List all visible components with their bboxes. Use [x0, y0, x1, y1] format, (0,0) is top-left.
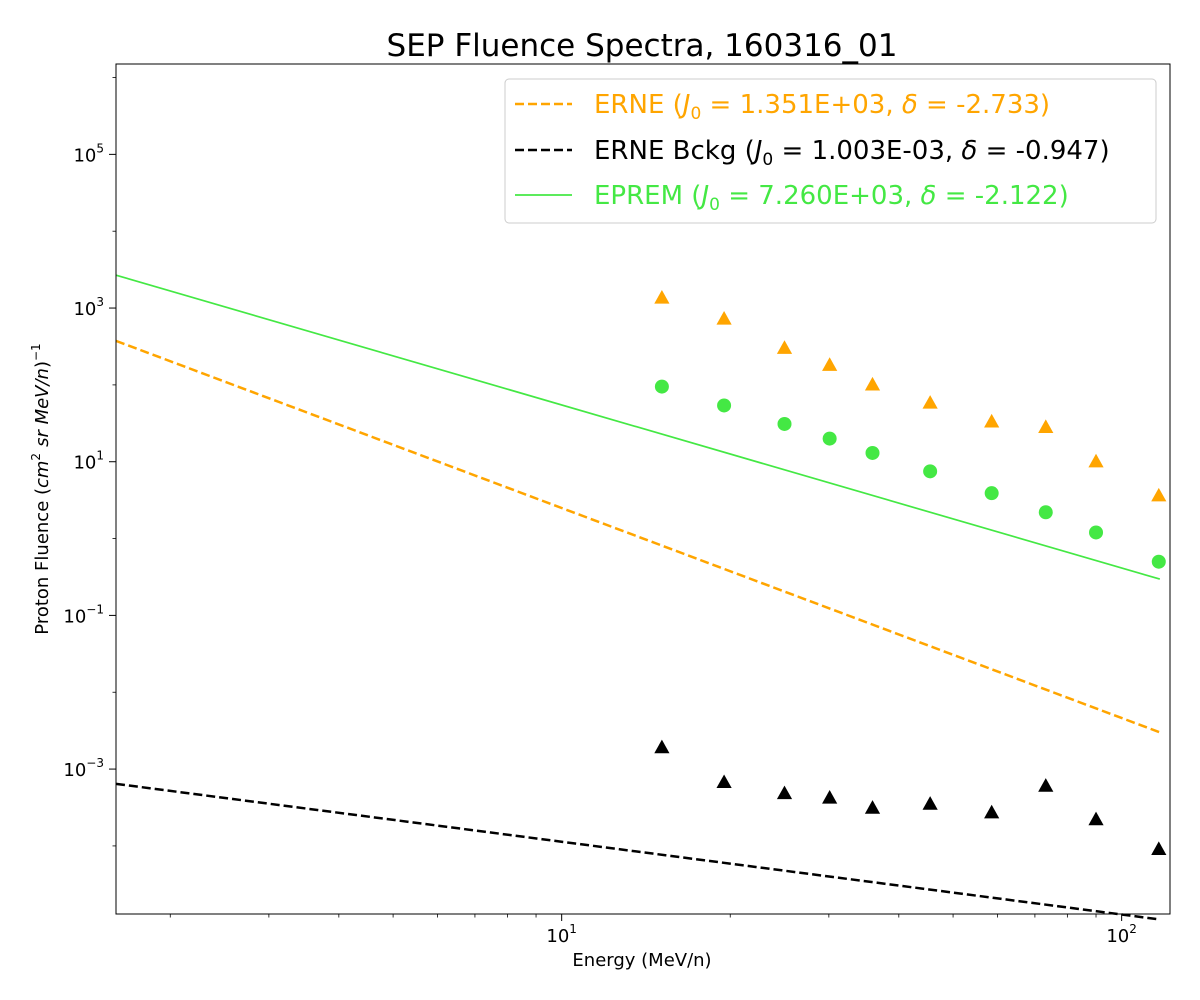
y-tick-label-1: 10−1	[63, 602, 104, 627]
marker-erne-3	[822, 357, 838, 371]
marker-erne-bckg-0	[654, 739, 670, 754]
y-tick-label-2-base: 10	[73, 453, 96, 474]
marker-erne-bckg-8	[1088, 811, 1104, 826]
x-tick-label-0-exp: 1	[569, 922, 577, 936]
fit-line-eprem	[115, 274, 1161, 580]
y-tick-label-1-base: 10	[63, 606, 86, 627]
legend-label-delta: δ	[902, 90, 918, 120]
y-tick-label-3: 103	[73, 295, 104, 320]
legend-label-erne: ERNE (J0 = 1.351E+03, δ = -2.733)	[594, 90, 1050, 124]
y-tick-label-3-base: 10	[73, 299, 96, 320]
legend-label-pre: ERNE (	[594, 90, 683, 120]
legend-label-sub: 0	[762, 150, 773, 170]
y-axis-label-exp: −1	[29, 343, 43, 361]
marker-erne-6	[984, 413, 1000, 428]
legend-label-post: = -2.122)	[936, 181, 1068, 211]
marker-erne-9	[1151, 487, 1167, 502]
legend-label-mid: = 7.260E+03,	[720, 181, 921, 211]
marker-erne-0	[654, 290, 670, 304]
data-markers	[654, 290, 1167, 856]
x-tick-label-1: 102	[1106, 922, 1137, 947]
y-axis-label-prefix: Proton Fluence (	[32, 488, 53, 635]
legend-label-mid: = 1.351E+03,	[701, 90, 902, 120]
marker-eprem-2	[777, 416, 792, 431]
legend-label-mid: = 1.003E-03,	[773, 136, 961, 166]
legend-box	[504, 78, 1157, 224]
marker-erne-bckg-2	[776, 785, 793, 800]
legend: ERNE (J0 = 1.351E+03, δ = -2.733) ERNE Bc…	[504, 78, 1157, 224]
marker-erne-bckg-3	[822, 790, 838, 804]
y-axis-label: Proton Fluence (cm2 sr MeV/n)−1	[29, 343, 53, 634]
marker-erne-8	[1088, 453, 1104, 468]
marker-erne-1	[716, 311, 732, 325]
x-axis-label: Energy (MeV/n)	[572, 950, 711, 971]
y-tick-label-2: 101	[73, 449, 104, 474]
legend-label-post: = -2.733)	[918, 90, 1050, 120]
marker-eprem-1	[717, 398, 732, 413]
legend-label-delta: δ	[921, 181, 937, 211]
marker-eprem-4	[865, 445, 880, 460]
y-tick-label-4-exp: 5	[96, 141, 104, 155]
marker-erne-bckg-6	[984, 804, 1000, 819]
fit-line-erne	[115, 339, 1161, 734]
marker-erne-bckg-9	[1151, 841, 1167, 856]
plot-area	[115, 274, 1167, 921]
marker-erne-4	[864, 376, 881, 391]
legend-label-delta: δ	[961, 136, 977, 166]
marker-erne-7	[1038, 419, 1054, 433]
marker-eprem-3	[822, 431, 837, 446]
fit-line-erne-bckg	[115, 782, 1160, 921]
marker-eprem-5	[923, 464, 938, 479]
marker-erne-5	[922, 395, 938, 409]
marker-erne-bckg-5	[922, 796, 938, 810]
y-axis-label-close: )	[32, 361, 53, 368]
legend-label-eprem: EPREM (J0 = 7.260E+03, δ = -2.122)	[594, 181, 1069, 215]
marker-eprem-8	[1089, 525, 1104, 540]
x-axis: 101 102	[169, 914, 1137, 947]
marker-eprem-0	[654, 379, 669, 394]
legend-label-pre: ERNE Bckg (	[594, 136, 755, 166]
y-tick-label-3-exp: 3	[96, 295, 104, 309]
marker-erne-2	[776, 340, 793, 354]
y-tick-label-2-exp: 1	[96, 449, 104, 463]
marker-erne-bckg-7	[1038, 778, 1054, 792]
x-tick-label-0-base: 10	[546, 926, 569, 947]
legend-label-erne-bckg: ERNE Bckg (J0 = 1.003E-03, δ = -0.947)	[594, 136, 1110, 170]
marker-eprem-6	[984, 486, 999, 501]
marker-erne-bckg-1	[716, 774, 732, 789]
legend-label-sub: 0	[690, 104, 701, 124]
y-tick-label-4-base: 10	[73, 145, 96, 166]
legend-label-sub: 0	[709, 195, 720, 215]
legend-label-pre: EPREM (	[594, 181, 701, 211]
legend-label-post: = -0.947)	[977, 136, 1109, 166]
marker-eprem-9	[1151, 554, 1166, 569]
fit-lines	[115, 274, 1161, 921]
x-tick-label-1-exp: 2	[1129, 922, 1137, 936]
y-tick-label-0-exp: −3	[86, 756, 104, 770]
y-tick-label-1-exp: −1	[86, 602, 104, 616]
y-tick-label-4: 105	[73, 141, 104, 166]
marker-erne-bckg-4	[864, 800, 881, 814]
y-axis-label-units: sr MeV/n	[32, 368, 53, 447]
x-tick-label-1-base: 10	[1106, 926, 1129, 947]
y-tick-label-0-base: 10	[63, 760, 86, 781]
x-tick-label-0: 101	[546, 922, 577, 947]
marker-eprem-7	[1038, 505, 1053, 520]
y-axis-label-cm: cm	[32, 461, 53, 488]
chart-title: SEP Fluence Spectra, 160316_01	[387, 28, 898, 64]
y-axis-label-cm-exp: 2	[29, 453, 43, 461]
y-tick-label-0: 10−3	[63, 756, 104, 781]
plot-frame	[115, 63, 1171, 915]
